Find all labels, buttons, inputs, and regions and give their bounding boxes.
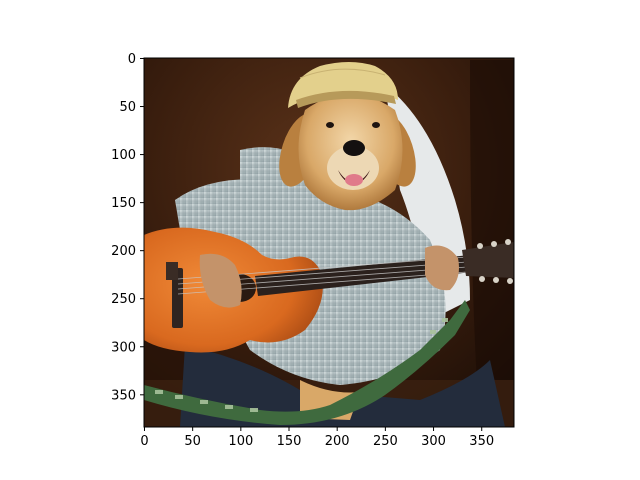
straw-hat [288, 62, 398, 108]
hat-crown [288, 62, 398, 108]
x-tick-label: 300 [421, 434, 446, 449]
guitar-headstock [462, 242, 514, 278]
dog-left-eye [326, 122, 334, 128]
dog-nose [343, 140, 365, 156]
x-axis: 0 50 100 150 200 250 300 350 [140, 427, 494, 449]
x-tick-label: 0 [140, 434, 148, 449]
y-axis: 0 50 100 150 200 250 300 350 [111, 52, 144, 403]
jeans [180, 345, 505, 427]
guitar-neck [255, 255, 472, 296]
y-tick-label: 0 [128, 52, 136, 67]
x-tick-label: 50 [184, 434, 201, 449]
y-tick-label: 150 [111, 196, 136, 211]
guitar-bridge [172, 268, 183, 328]
x-tick-label: 150 [277, 434, 302, 449]
strumming-hand [199, 253, 242, 308]
x-tick-label: 250 [373, 434, 398, 449]
dog-tongue [345, 174, 363, 186]
y-tick-label: 350 [111, 388, 136, 403]
left-sleeve [175, 179, 293, 242]
dog-guitar-photo [144, 58, 514, 427]
hat-band [296, 90, 396, 108]
axes-frame [143, 57, 515, 428]
y-tick-label: 100 [111, 148, 136, 163]
fretting-hand [425, 245, 459, 291]
dog-head [279, 94, 416, 211]
x-tick-label: 100 [228, 434, 253, 449]
x-tick-label: 200 [325, 434, 350, 449]
dog-muzzle [327, 146, 379, 190]
y-tick-label: 200 [111, 244, 136, 259]
x-tick-label: 350 [469, 434, 494, 449]
dog-right-eye [372, 122, 380, 128]
y-tick-label: 250 [111, 292, 136, 307]
y-tick-label: 50 [119, 100, 136, 115]
y-tick-label: 300 [111, 340, 136, 355]
guitar-strap [144, 300, 470, 425]
